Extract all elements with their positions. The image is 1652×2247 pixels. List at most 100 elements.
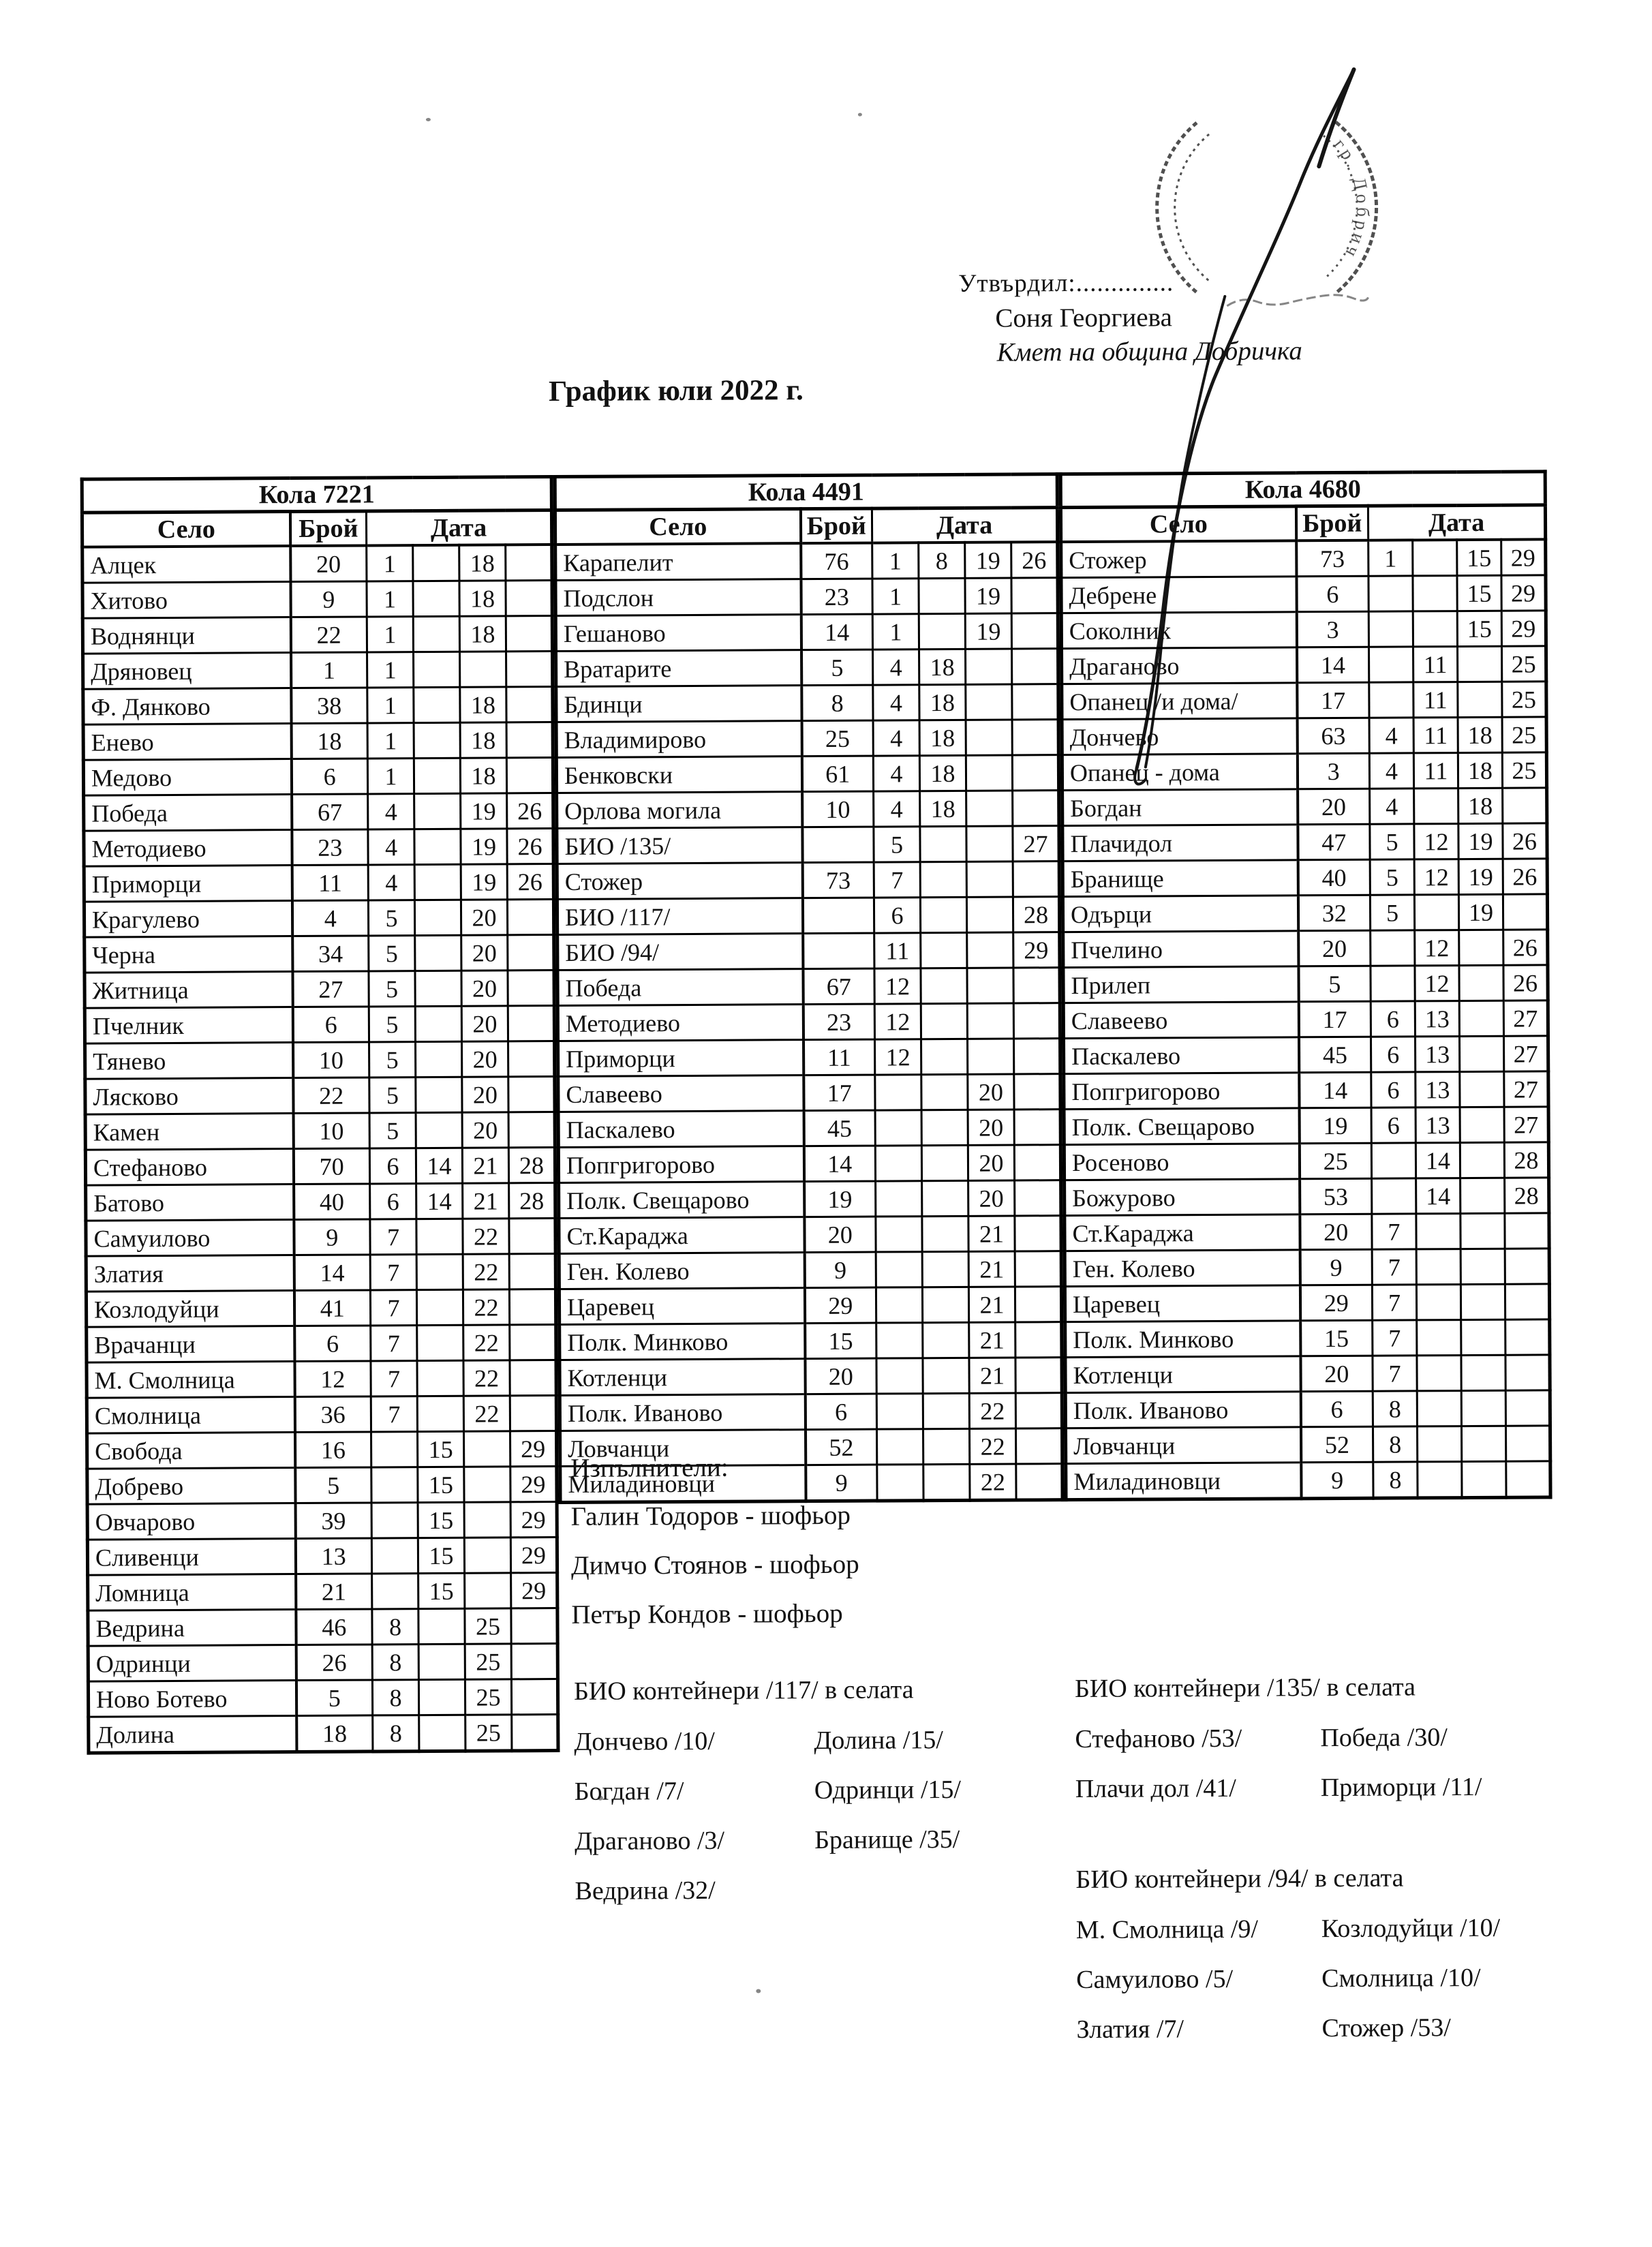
- date-cell: 15: [417, 1431, 464, 1467]
- village-cell: Ловчанци: [1065, 1426, 1301, 1464]
- village-cell: Опанец - дома: [1062, 753, 1298, 791]
- table-row: Полк. Свещарово 19 6 13 27: [1064, 1106, 1549, 1145]
- date-cell: 13: [1415, 1071, 1460, 1107]
- date-cell: [1460, 1319, 1505, 1356]
- driver-line: Димчо Стоянов - шофьор: [570, 1549, 859, 1580]
- village-cell: Котленци: [559, 1358, 806, 1396]
- bio-row: Самуилово /5/Смолница /10/: [1076, 1963, 1501, 1995]
- date-cell: [1014, 1215, 1062, 1252]
- date-cell: [1412, 575, 1458, 611]
- table-row: Божурово 53 14 28: [1064, 1177, 1549, 1216]
- count-cell: 22: [290, 616, 367, 653]
- count-cell: 10: [292, 1041, 369, 1078]
- date-cell: 15: [418, 1573, 465, 1609]
- table-row: Победа 67 12: [557, 967, 1060, 1006]
- date-cell: 21: [968, 1287, 1015, 1323]
- date-cell: [509, 1360, 557, 1396]
- date-cell: [922, 1322, 969, 1358]
- date-cell: 18: [919, 791, 966, 827]
- date-cell: 6: [1371, 1000, 1416, 1037]
- table-row: Котленци 20 21: [559, 1357, 1062, 1396]
- table-row: Попгригорово 14 20: [558, 1144, 1061, 1183]
- col-header-village: Село: [82, 511, 290, 547]
- date-cell: [923, 1464, 970, 1501]
- village-cell: Славеево: [1063, 1001, 1299, 1039]
- date-cell: [507, 970, 555, 1006]
- bio-item: Победа /30/: [1320, 1723, 1448, 1753]
- count-cell: 61: [801, 756, 874, 792]
- date-cell: 1: [366, 581, 414, 617]
- date-cell: 20: [462, 1112, 509, 1148]
- date-cell: [1459, 1000, 1504, 1037]
- date-cell: [920, 968, 968, 1004]
- table-row: Прилеп 5 12 26: [1062, 964, 1548, 1003]
- approved-label: Утвърдил:..............: [958, 269, 1174, 298]
- date-cell: [1461, 1426, 1506, 1462]
- count-cell: 46: [295, 1608, 373, 1645]
- village-cell: Пчелник: [85, 1007, 293, 1044]
- date-cell: 20: [461, 899, 508, 936]
- table-row: Подслон 23 1 19: [555, 577, 1058, 616]
- count-cell: 10: [293, 1112, 370, 1149]
- date-cell: 15: [418, 1502, 465, 1538]
- date-cell: 22: [969, 1392, 1016, 1429]
- date-cell: [1416, 1213, 1461, 1249]
- date-cell: 5: [1370, 894, 1415, 931]
- date-cell: [876, 1428, 923, 1465]
- table-row: Черна 34 5 20: [84, 934, 554, 973]
- village-cell: Житница: [84, 971, 293, 1009]
- date-cell: [1412, 540, 1457, 576]
- date-cell: 7: [1372, 1249, 1417, 1285]
- table-row: Полк. Минково 15 21: [559, 1321, 1062, 1360]
- table-row: Ст.Караджа 20 21: [558, 1215, 1062, 1254]
- village-cell: Златия: [86, 1255, 294, 1292]
- count-cell: 36: [294, 1396, 371, 1433]
- village-cell: Владимирово: [556, 720, 802, 758]
- date-cell: 18: [459, 545, 506, 581]
- village-cell: Гешаново: [555, 614, 801, 652]
- bio-row: Плачи дол /41/Приморци /11/: [1075, 1772, 1482, 1804]
- date-cell: [371, 1573, 418, 1609]
- count-cell: 20: [804, 1217, 876, 1253]
- date-cell: 4: [872, 684, 920, 721]
- date-cell: [967, 1039, 1014, 1075]
- date-cell: [506, 615, 553, 652]
- date-cell: 1: [367, 616, 414, 652]
- date-cell: 1: [1368, 540, 1413, 577]
- date-cell: [1013, 1073, 1061, 1110]
- village-cell: Славеево: [557, 1075, 804, 1112]
- bio-section-title: БИО контейнери /135/ в селата: [1074, 1672, 1416, 1704]
- village-cell: Камен: [85, 1113, 294, 1150]
- count-cell: 14: [294, 1254, 371, 1291]
- date-cell: [416, 1112, 463, 1148]
- count-cell: 14: [801, 614, 873, 650]
- date-cell: 19: [1458, 859, 1503, 895]
- date-cell: [506, 651, 553, 687]
- count-cell: 17: [803, 1075, 876, 1111]
- count-cell: 19: [1299, 1107, 1372, 1144]
- date-cell: [1012, 719, 1059, 756]
- count-cell: 12: [294, 1360, 371, 1397]
- date-cell: 1: [367, 687, 414, 723]
- date-cell: 19: [964, 578, 1012, 614]
- date-cell: [509, 1253, 556, 1289]
- count-cell: 3: [1297, 753, 1370, 789]
- bio-item: Стожер /53/: [1321, 2013, 1451, 2043]
- date-cell: [1502, 787, 1547, 824]
- count-cell: 29: [804, 1287, 876, 1324]
- count-cell: 8: [801, 685, 874, 721]
- date-cell: 29: [1501, 575, 1546, 611]
- table-row: Владимирово 25 4 18: [556, 719, 1059, 758]
- date-cell: 15: [418, 1538, 465, 1574]
- date-cell: [416, 1289, 463, 1326]
- bio-item: Плачи дол /41/: [1075, 1773, 1236, 1804]
- date-cell: [415, 1041, 462, 1077]
- date-cell: [1015, 1321, 1062, 1358]
- date-cell: [416, 1254, 463, 1290]
- date-cell: 25: [464, 1608, 512, 1645]
- date-cell: 25: [1501, 681, 1547, 718]
- table-row: Дряновец 1 1: [82, 651, 553, 690]
- table-row: БИО /117/6 28: [557, 896, 1060, 935]
- date-cell: 8: [918, 542, 965, 579]
- table-row: Паскалево 45 20: [558, 1109, 1061, 1148]
